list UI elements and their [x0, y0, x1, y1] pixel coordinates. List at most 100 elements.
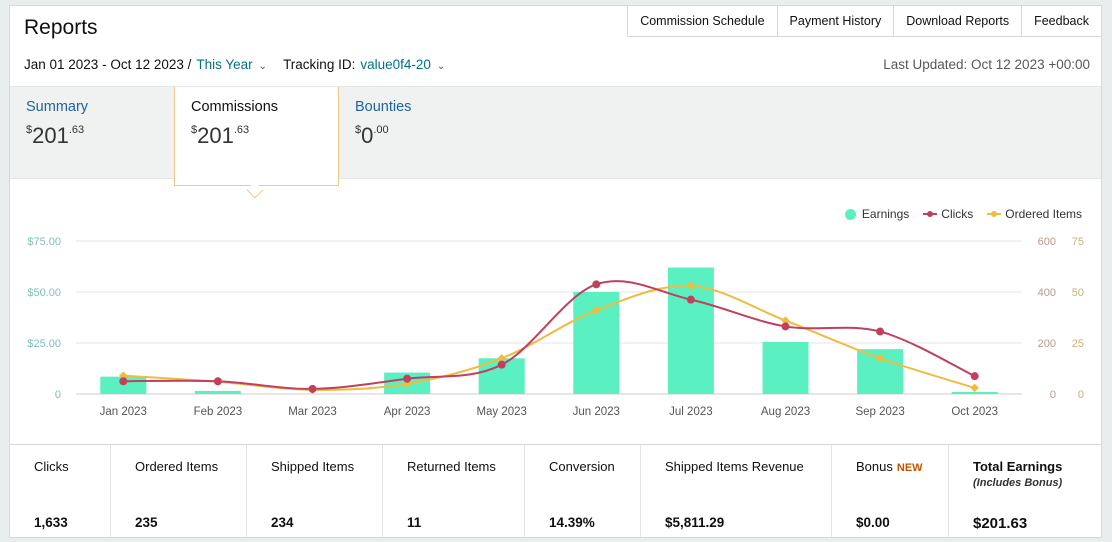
stat-shipped-items: Shipped Items 234 [247, 445, 383, 537]
ordered-items-line [123, 284, 975, 391]
legend-ordered-items-label: Ordered Items [1005, 207, 1082, 221]
ordered-items-point [119, 371, 128, 380]
stat-returned-items: Returned Items 11 [383, 445, 525, 537]
earnings-bar [762, 341, 809, 394]
stat-ordered-items-label: Ordered Items [135, 459, 219, 474]
clicks-point [781, 322, 790, 331]
clicks-point [403, 374, 412, 383]
tracking-id-selector[interactable]: value0f4-20 ⌄ [360, 57, 445, 72]
stat-shipped-items-value: 234 [271, 515, 294, 530]
stat-conversion: Conversion 14.39% [525, 445, 641, 537]
x-tick-label: Mar 2023 [288, 406, 337, 418]
stat-bonus: Bonus NEW $0.00 [832, 445, 949, 537]
chevron-down-icon: ⌄ [436, 61, 446, 72]
clicks-swatch [923, 209, 938, 219]
date-range: Jan 01 2023 - Oct 12 2023 / [24, 57, 192, 72]
y-right-clicks-tick-label: 600 [1038, 236, 1056, 248]
tab-commissions[interactable]: Commissions $201.63 [174, 87, 339, 186]
y-right-items-tick-label: 25 [1072, 338, 1084, 350]
ordered-items-swatch [987, 209, 1002, 219]
y-right-clicks-tick-label: 400 [1038, 287, 1056, 299]
y-left-tick-label: $75.00 [27, 236, 61, 248]
report-filters: Jan 01 2023 - Oct 12 2023 / This Year ⌄ T… [24, 57, 445, 72]
stat-total-earnings-value: $201.63 [973, 515, 1028, 532]
x-tick-label: Feb 2023 [194, 406, 243, 418]
earnings-bar [194, 390, 241, 394]
stats-row: Clicks 1,633 Ordered Items 235 Shipped I… [10, 444, 1101, 537]
stat-shipped-revenue: Shipped Items Revenue $5,811.29 [641, 445, 832, 537]
chevron-down-icon: ⌄ [258, 61, 268, 72]
clicks-line [123, 280, 976, 390]
period-selector[interactable]: This Year ⌄ [196, 57, 267, 72]
stat-shipped-revenue-label: Shipped Items Revenue [665, 459, 804, 474]
payment-history-link[interactable]: Payment History [777, 5, 895, 37]
legend-clicks[interactable]: Clicks [923, 207, 973, 221]
y-right-items-tick-label: 0 [1078, 389, 1084, 401]
tracking-id-value: value0f4-20 [360, 57, 431, 72]
last-updated: Last Updated: Oct 12 2023 +00:00 [883, 57, 1090, 72]
feedback-link[interactable]: Feedback [1022, 5, 1102, 37]
stat-shipped-revenue-value: $5,811.29 [665, 515, 725, 530]
stat-total-earnings-sublabel: (Includes Bonus) [973, 477, 1063, 489]
stat-returned-items-label: Returned Items [407, 459, 496, 474]
stat-shipped-items-label: Shipped Items [271, 459, 355, 474]
tracking-label: Tracking ID: [283, 57, 356, 72]
x-tick-label: Aug 2023 [761, 406, 810, 418]
stat-clicks-value: 1,633 [34, 515, 68, 530]
stat-total-earnings: Total Earnings (Includes Bonus) $201.63 [949, 445, 1101, 537]
stat-ordered-items: Ordered Items 235 [111, 445, 247, 537]
top-links: Commission Schedule Payment History Down… [627, 5, 1102, 37]
stat-clicks-label: Clicks [34, 459, 69, 474]
earnings-chart: $75.00 600 75 $50.00 400 50 $25.00 200 25 0 0 0 Jan … [27, 236, 1084, 418]
stat-conversion-label: Conversion [549, 459, 615, 474]
x-tick-label: Jul 2023 [669, 406, 712, 418]
y-left-tick-label: $50.00 [27, 287, 61, 299]
stat-ordered-items-value: 235 [135, 515, 158, 530]
clicks-point [497, 360, 506, 369]
y-left-tick-label: $25.00 [27, 338, 61, 350]
tab-summary[interactable]: Summary $201.63 [10, 87, 174, 180]
x-tick-label: May 2023 [476, 406, 527, 418]
x-tick-label: Apr 2023 [384, 406, 431, 418]
tab-summary-label: Summary [26, 99, 89, 115]
stat-bonus-label: Bonus NEW [856, 459, 923, 474]
clicks-point [686, 295, 695, 304]
tab-summary-amount: $201.63 [26, 123, 85, 148]
ordered-items-point [497, 354, 506, 363]
x-tick-label: Sep 2023 [855, 406, 904, 418]
tab-bounties[interactable]: Bounties $0.00 [339, 87, 509, 180]
y-right-items-tick-label: 50 [1072, 287, 1084, 299]
tab-bounties-amount: $0.00 [355, 123, 389, 148]
x-tick-label: Jun 2023 [573, 406, 620, 418]
download-reports-link[interactable]: Download Reports [894, 5, 1023, 37]
y-right-clicks-tick-label: 200 [1038, 338, 1056, 350]
new-badge: NEW [896, 462, 923, 474]
legend-ordered-items[interactable]: Ordered Items [987, 207, 1082, 221]
page-title: Reports [24, 16, 98, 39]
stat-bonus-value: $0.00 [856, 515, 890, 530]
reports-panel: Reports Commission Schedule Payment Hist… [9, 5, 1102, 538]
x-tick-label: Oct 2023 [951, 406, 998, 418]
tab-bounties-label: Bounties [355, 99, 412, 115]
x-tick-label: Jan 2023 [100, 406, 147, 418]
legend-earnings[interactable]: Earnings [844, 207, 910, 221]
ordered-items-point [781, 316, 790, 325]
stat-conversion-value: 14.39% [549, 515, 595, 530]
legend-earnings-label: Earnings [861, 207, 910, 221]
clicks-point [970, 372, 979, 381]
ordered-items-point [970, 383, 979, 393]
commission-schedule-link[interactable]: Commission Schedule [627, 5, 778, 37]
period-selector-label: This Year [196, 57, 253, 72]
legend-clicks-label: Clicks [941, 207, 974, 221]
clicks-point [213, 377, 222, 386]
chart-legend: Earnings Clicks Ordered Items [831, 207, 1082, 221]
summary-tabs: Summary $201.63 Commissions $201.63 Boun… [10, 86, 1101, 186]
clicks-point [119, 377, 128, 386]
earnings-swatch [844, 208, 856, 220]
stat-returned-items-value: 11 [407, 515, 422, 530]
tab-commissions-amount: $201.63 [191, 123, 250, 148]
stat-clicks: Clicks 1,633 [10, 445, 111, 537]
clicks-point [592, 280, 601, 289]
tab-commissions-label: Commissions [191, 99, 279, 115]
clicks-point [308, 384, 317, 393]
